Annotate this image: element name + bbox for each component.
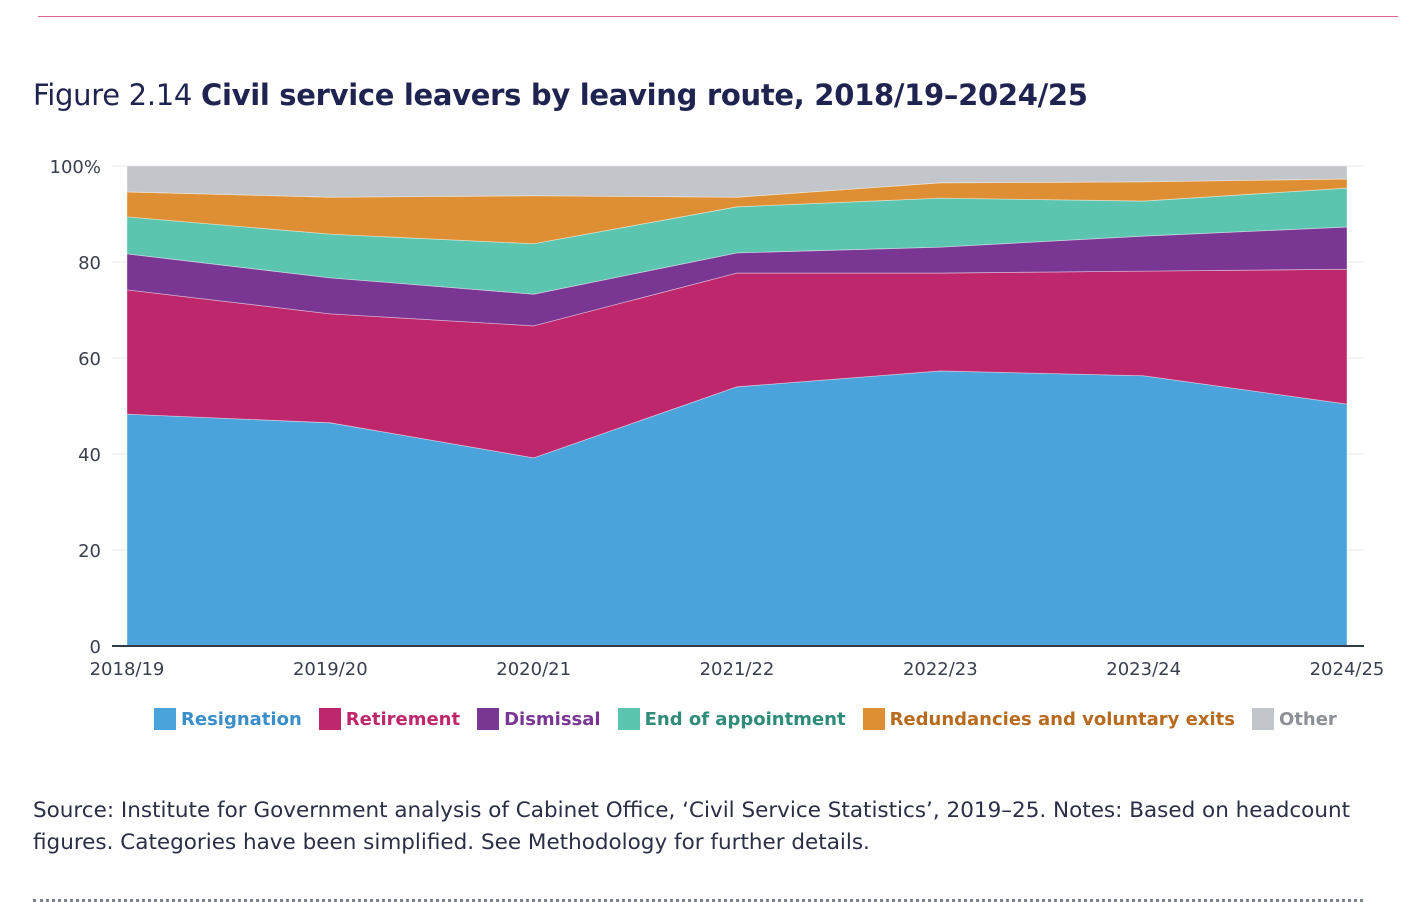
x-tick-label: 2024/25 (1310, 659, 1385, 680)
top-divider (38, 16, 1398, 17)
area-redundancies-and-voluntary-exits (126, 178, 1348, 245)
legend-item-retirement: Retirement (318, 708, 461, 730)
area-dismissal (126, 226, 1348, 327)
legend-item-redundancies-and-voluntary-exits: Redundancies and voluntary exits (862, 708, 1235, 730)
y-tick-label: 20 (78, 541, 101, 562)
cut-off-text-line (33, 893, 1393, 902)
chart-legend: Resignation Retirement Dismissal End of app… (154, 708, 1354, 730)
legend-label: Other (1278, 708, 1337, 730)
x-tick-label: 2022/23 (903, 659, 978, 680)
legend-swatch (617, 708, 640, 730)
legend-item-other: Other (1251, 708, 1337, 730)
y-tick-label: 60 (78, 349, 101, 370)
legend-label: Redundancies and voluntary exits (889, 708, 1235, 730)
x-tick-label: 2023/24 (1106, 659, 1181, 680)
x-tick-label: 2018/19 (90, 659, 165, 680)
legend-label: End of appointment (644, 708, 846, 730)
x-tick-label: 2019/20 (293, 659, 368, 680)
source-note: Source: Institute for Government analysi… (33, 798, 1351, 855)
x-tick-label: 2021/22 (700, 659, 775, 680)
figure-number: Figure 2.14 (33, 78, 193, 112)
legend-swatch (477, 708, 500, 730)
area-end-of-appointment (126, 187, 1348, 295)
legend-swatch (318, 708, 341, 730)
y-axis: 0 20 40 60 80 100% (50, 157, 101, 658)
legend-label: Resignation (181, 708, 302, 730)
legend-swatch (154, 708, 176, 730)
area-layers (126, 165, 1348, 647)
legend-item-dismissal: Dismissal (477, 708, 601, 730)
legend-label: Dismissal (504, 708, 601, 730)
y-tick-label: 40 (78, 445, 101, 466)
figure-heading: Civil service leavers by leaving route, … (200, 78, 1088, 112)
y-tick-label: 100% (50, 157, 101, 178)
legend-item-end-of-appointment: End of appointment (617, 708, 846, 730)
y-tick-label: 80 (78, 253, 101, 274)
legend-item-resignation: Resignation (154, 708, 302, 730)
figure-title: Figure 2.14 Civil service leavers by lea… (33, 78, 1088, 112)
x-tick-label: 2020/21 (496, 659, 571, 680)
area-retirement (126, 268, 1348, 459)
stacked-area-chart: 0 20 40 60 80 100% 2018/19 2019/20 2020/21 2021/… (50, 157, 1385, 680)
legend-label: Retirement (345, 708, 461, 730)
area-other (126, 165, 1348, 198)
y-tick-label: 0 (90, 637, 101, 658)
legend-swatch (862, 708, 885, 730)
legend-swatch (1251, 708, 1274, 730)
x-axis: 2018/19 2019/20 2020/21 2021/22 2022/23 2023/… (90, 645, 1385, 680)
